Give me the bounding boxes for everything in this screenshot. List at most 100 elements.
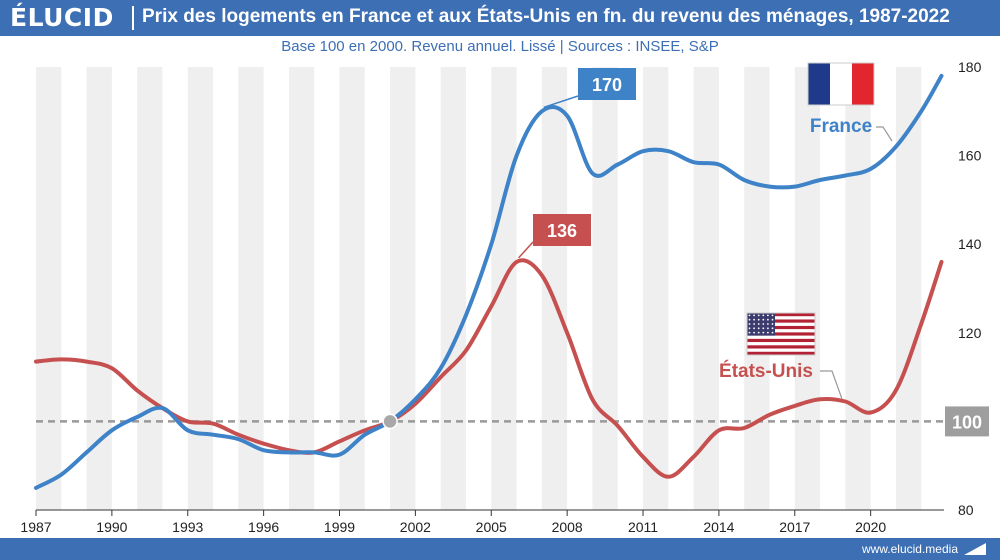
year-band xyxy=(137,67,163,510)
flag-star xyxy=(757,323,760,325)
flag-stripe xyxy=(747,319,815,323)
flag-star xyxy=(757,318,760,321)
usa-line xyxy=(34,258,944,479)
x-tick-label: 2008 xyxy=(552,519,583,535)
footer-url[interactable]: www.elucid.media xyxy=(861,542,958,556)
reference-label: 100 xyxy=(952,412,982,432)
usa-label-leader xyxy=(820,370,843,400)
y-tick-label: 80 xyxy=(958,502,974,518)
flag-star xyxy=(757,327,760,330)
france-label-leader xyxy=(876,126,893,142)
flag-star xyxy=(748,327,751,330)
reference-line-100: 100 xyxy=(36,406,989,437)
annotations: 170 136 France États-Unis xyxy=(518,62,893,400)
y-tick-label: 160 xyxy=(958,148,982,164)
callout-label: 136 xyxy=(547,221,577,241)
callout-leader xyxy=(543,95,579,109)
year-band xyxy=(491,67,517,510)
series-lines xyxy=(34,73,944,490)
flag-star xyxy=(771,323,774,325)
x-tick-label: 2011 xyxy=(628,519,658,535)
flag-border xyxy=(746,312,816,356)
x-tick-label: 1993 xyxy=(172,519,203,535)
year-band xyxy=(187,67,214,510)
flag-star xyxy=(748,331,751,334)
flag-star xyxy=(767,314,769,317)
flag-star xyxy=(757,314,760,317)
france-flag xyxy=(807,62,875,106)
x-tick-label: 2020 xyxy=(855,519,886,535)
year-band xyxy=(86,67,112,510)
x-tick-label: 2017 xyxy=(779,519,810,535)
flag-star xyxy=(757,331,760,334)
x-tick-label: 1990 xyxy=(96,519,127,535)
flag-star xyxy=(767,327,769,330)
flag-stripe xyxy=(747,329,815,333)
flag-stripe xyxy=(747,342,815,346)
chart-title: Prix des logements en France et aux État… xyxy=(142,6,950,27)
footer-bar: www.elucid.media xyxy=(0,538,1000,560)
flag-star xyxy=(767,323,769,325)
y-tick-label: 120 xyxy=(958,325,982,341)
x-tick-label: 1999 xyxy=(324,519,355,535)
flag-star xyxy=(762,323,765,325)
flag-stripe xyxy=(747,332,815,336)
flag-star xyxy=(767,318,769,321)
year-band xyxy=(643,67,669,510)
x-axis: 1987 1990 1993 1996 1999 2002 2005 2008 2011 2014… xyxy=(20,509,944,535)
year-band xyxy=(744,67,770,510)
flag-star xyxy=(762,327,765,330)
year-bands xyxy=(36,67,922,510)
intersection-marker xyxy=(382,413,398,430)
x-tick-label: 1996 xyxy=(248,519,279,535)
flag-stripe xyxy=(747,338,815,343)
flag-stripe xyxy=(747,335,815,340)
france-label: France xyxy=(810,116,872,137)
x-tick-label: 1987 xyxy=(20,519,51,535)
year-band xyxy=(288,67,315,510)
flag-star xyxy=(771,314,774,317)
year-band xyxy=(440,67,466,510)
year-band xyxy=(36,67,62,510)
flag-stripe xyxy=(830,63,852,105)
elucid-logo: ÉLUCID xyxy=(10,3,114,32)
usa-label: États-Unis xyxy=(719,360,813,382)
year-band xyxy=(845,67,871,510)
x-tick-label: 2005 xyxy=(476,519,507,535)
flag-stripe xyxy=(747,325,815,330)
flag-star xyxy=(762,314,765,317)
flag-star xyxy=(753,327,755,330)
flag-stripe xyxy=(747,322,815,327)
flag-star xyxy=(753,318,755,321)
callout-box xyxy=(533,214,591,246)
flag-stripe xyxy=(747,345,815,349)
flag-border xyxy=(807,62,875,106)
flag-star xyxy=(762,318,765,321)
flag-star xyxy=(753,331,755,334)
flag-stripe xyxy=(808,63,830,105)
flag-star xyxy=(771,331,774,334)
y-tick-label: 180 xyxy=(958,59,982,75)
flag-star xyxy=(771,318,774,321)
title-bar: ÉLUCID Prix des logements en France et a… xyxy=(0,0,1000,36)
flag-canton xyxy=(747,313,775,336)
flag-stripe xyxy=(747,316,815,320)
flag-star xyxy=(748,323,751,325)
flag-star xyxy=(762,331,765,334)
flag-star xyxy=(767,331,769,334)
reference-badge xyxy=(945,406,989,437)
flag-star xyxy=(753,314,755,317)
chart-subtitle: Base 100 en 2000. Revenu annuel. Lissé |… xyxy=(281,38,719,55)
flag-star xyxy=(771,327,774,330)
flag-stripe xyxy=(747,351,815,356)
callout-label: 170 xyxy=(592,75,622,95)
flag-stripe xyxy=(852,63,874,105)
year-band xyxy=(390,67,416,510)
flag-stripe xyxy=(747,348,815,352)
flag-star xyxy=(753,323,755,325)
x-tick-label: 2002 xyxy=(400,519,431,535)
year-band xyxy=(592,67,618,510)
flag-star xyxy=(748,318,751,321)
flag-star xyxy=(748,314,751,317)
